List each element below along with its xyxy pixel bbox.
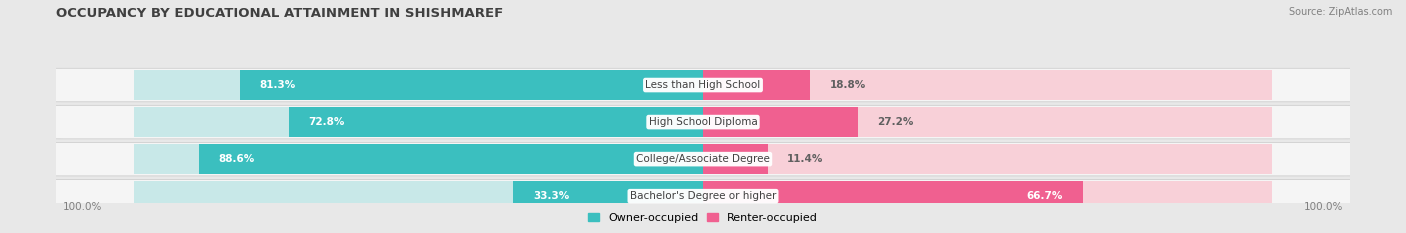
Text: 81.3%: 81.3% — [260, 80, 295, 90]
Bar — [703, 107, 1272, 137]
Bar — [703, 70, 810, 100]
Text: 27.2%: 27.2% — [877, 117, 914, 127]
Bar — [703, 70, 1272, 100]
Text: 88.6%: 88.6% — [218, 154, 254, 164]
Text: 18.8%: 18.8% — [830, 80, 866, 90]
Bar — [703, 181, 1272, 211]
Bar — [703, 144, 768, 174]
Text: College/Associate Degree: College/Associate Degree — [636, 154, 770, 164]
Text: 100.0%: 100.0% — [1303, 202, 1343, 212]
Text: OCCUPANCY BY EDUCATIONAL ATTAINMENT IN SHISHMAREF: OCCUPANCY BY EDUCATIONAL ATTAINMENT IN S… — [56, 7, 503, 20]
Bar — [134, 144, 703, 174]
Bar — [288, 107, 703, 137]
Text: 11.4%: 11.4% — [787, 154, 824, 164]
Text: Bachelor's Degree or higher: Bachelor's Degree or higher — [630, 191, 776, 201]
Text: 66.7%: 66.7% — [1026, 191, 1063, 201]
Bar — [703, 107, 858, 137]
Bar — [703, 144, 1272, 174]
Bar — [134, 70, 703, 100]
Bar — [513, 181, 703, 211]
Bar — [134, 181, 703, 211]
Text: High School Diploma: High School Diploma — [648, 117, 758, 127]
Text: 72.8%: 72.8% — [308, 117, 344, 127]
Bar — [198, 144, 703, 174]
Bar — [703, 181, 1083, 211]
FancyBboxPatch shape — [44, 68, 1362, 102]
Text: Less than High School: Less than High School — [645, 80, 761, 90]
Bar — [134, 107, 703, 137]
FancyBboxPatch shape — [44, 179, 1362, 213]
FancyBboxPatch shape — [44, 142, 1362, 176]
Text: Source: ZipAtlas.com: Source: ZipAtlas.com — [1288, 7, 1392, 17]
Bar — [240, 70, 703, 100]
Legend: Owner-occupied, Renter-occupied: Owner-occupied, Renter-occupied — [583, 209, 823, 227]
Text: 33.3%: 33.3% — [533, 191, 569, 201]
Text: 100.0%: 100.0% — [63, 202, 103, 212]
FancyBboxPatch shape — [44, 105, 1362, 139]
